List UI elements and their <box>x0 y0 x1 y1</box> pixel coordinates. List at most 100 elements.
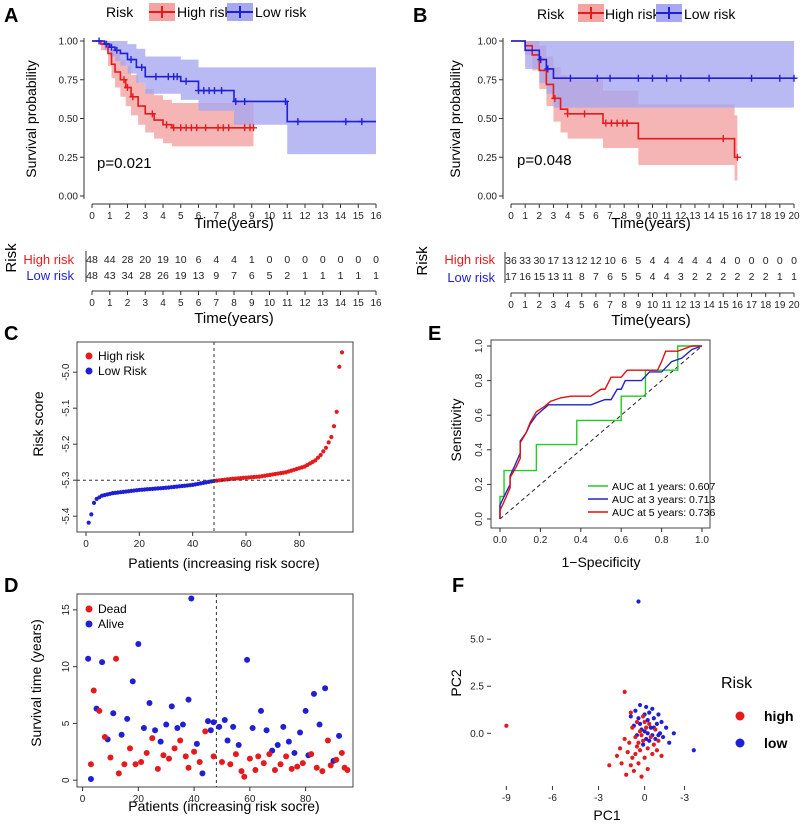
point-dead <box>283 753 290 760</box>
plot-frame-c <box>76 341 354 533</box>
panel-f: PC2 PC1 Risk high low -9 -6 -3 0 -3 0.0 2.5 5.0 <box>448 599 794 823</box>
point-dead <box>202 728 209 735</box>
point-low <box>633 708 638 713</box>
km-legend-a: Risk High risk Low risk <box>106 3 307 21</box>
xlabel-b: Time(years) <box>611 215 690 232</box>
risk-x-tick-label-b: 12 <box>675 300 687 311</box>
point-low <box>664 725 669 730</box>
x-tick-label-b: 19 <box>774 211 786 222</box>
risk-table-a: Risk High risk Low risk Time(years) <box>3 243 274 327</box>
x-tick-label-f: 0 <box>642 793 648 804</box>
point-high <box>625 750 630 755</box>
xlabel-c: Patients (increasing risk socre) <box>128 555 319 571</box>
risk-x-tick-label-b: 15 <box>718 300 730 311</box>
censor-mark <box>152 73 160 81</box>
pvalue-a: p=0.021 <box>97 155 152 172</box>
x-tick-label-d: 80 <box>300 794 312 805</box>
risk-table-cell: 4 <box>692 255 698 267</box>
risk-x-tick-label-b: 10 <box>647 300 659 311</box>
point-high <box>645 746 650 751</box>
y-tick-label-c: -5.3 <box>61 471 72 489</box>
censor-mark <box>623 119 631 127</box>
x-tick-label-a: 16 <box>370 211 382 222</box>
censor-mark <box>776 74 784 82</box>
censor-mark <box>581 110 589 118</box>
risk-x-tick-label-b: 0 <box>508 300 514 311</box>
point-alive <box>99 659 106 666</box>
point-dead <box>177 737 184 744</box>
point-dead <box>185 764 192 771</box>
legend-label-high-f: high <box>764 708 794 724</box>
censor-mark <box>102 40 110 48</box>
y-tick-label-a: 0.00 <box>59 192 79 203</box>
risk-table-cell: 13 <box>562 255 574 267</box>
risk-table-cell: 4 <box>213 254 219 266</box>
point-alive <box>207 727 214 734</box>
point-high <box>628 763 633 768</box>
censor-mark <box>358 118 366 126</box>
risk-table-cell: 44 <box>104 254 116 266</box>
risk-table-cell: 0 <box>302 254 308 266</box>
risk-x-tick-label-b: 19 <box>774 300 786 311</box>
panel-letter-e: E <box>428 323 441 345</box>
censor-mark <box>748 74 756 82</box>
x-tick-label-e: 1.0 <box>695 535 709 546</box>
point-high <box>636 761 641 766</box>
point-high <box>633 751 638 757</box>
point-alive <box>185 696 192 703</box>
y-tick-label-e: 0.0 <box>474 512 485 526</box>
censor-mark <box>95 37 103 45</box>
risk-table-cell: 0 <box>791 255 797 267</box>
point-low <box>647 738 652 743</box>
censor-mark <box>173 73 181 81</box>
point-high <box>648 734 653 740</box>
point-alive <box>152 727 159 734</box>
point-alive <box>179 721 186 728</box>
point-dead <box>266 751 273 758</box>
point-low <box>671 731 676 736</box>
point-low <box>636 599 641 604</box>
legend-dot-low-c <box>85 367 93 375</box>
risk-xlabel-a: Time(years) <box>194 310 273 327</box>
point-dead <box>299 760 306 767</box>
x-tick-label-a: 8 <box>231 211 237 222</box>
legend-title-b: Risk <box>537 6 565 22</box>
x-tick-label-b: 9 <box>636 211 642 222</box>
x-tick-label-a: 9 <box>249 211 255 222</box>
point-dead <box>227 761 234 768</box>
point-high <box>651 742 656 747</box>
risk-table-cell: 19 <box>157 254 169 266</box>
risk-x-tick-label-a: 5 <box>178 298 184 309</box>
risk-table-cell: 13 <box>548 271 560 283</box>
point-dead <box>121 761 128 768</box>
censor-mark <box>127 56 135 64</box>
risk-table-cell: 6 <box>196 254 202 266</box>
point-dead <box>246 755 253 762</box>
point-dead <box>218 759 225 766</box>
point-alive <box>87 776 94 783</box>
risk-x-tick-label-a: 0 <box>89 298 95 309</box>
point-alive <box>249 724 256 731</box>
point-low-risk <box>89 512 94 517</box>
risk-x-tick-label-b: 11 <box>661 300 672 311</box>
x-tick-label-c: 40 <box>187 539 199 550</box>
legend-dot-alive-d <box>85 620 93 628</box>
x-tick-label-a: 4 <box>160 211 166 222</box>
point-high <box>639 774 644 779</box>
censor-mark <box>566 74 574 82</box>
x-tick-label-f: -3 <box>594 793 603 804</box>
risk-table-cell: 1 <box>777 271 783 283</box>
point-high <box>622 736 627 742</box>
censor-mark <box>281 97 289 105</box>
point-high <box>642 719 647 725</box>
point-low <box>644 736 649 742</box>
point-alive <box>163 721 170 728</box>
risk-table-cell: 4 <box>650 255 656 267</box>
risk-table-cell: 43 <box>104 270 116 282</box>
risk-table-cell: 48 <box>86 270 98 282</box>
point-low <box>647 710 652 715</box>
risk-x-tick-label-a: 2 <box>125 298 131 309</box>
risk-table-cell: 2 <box>692 271 698 283</box>
y-tick-label-a: 0.25 <box>59 153 79 164</box>
point-alive <box>157 738 164 745</box>
